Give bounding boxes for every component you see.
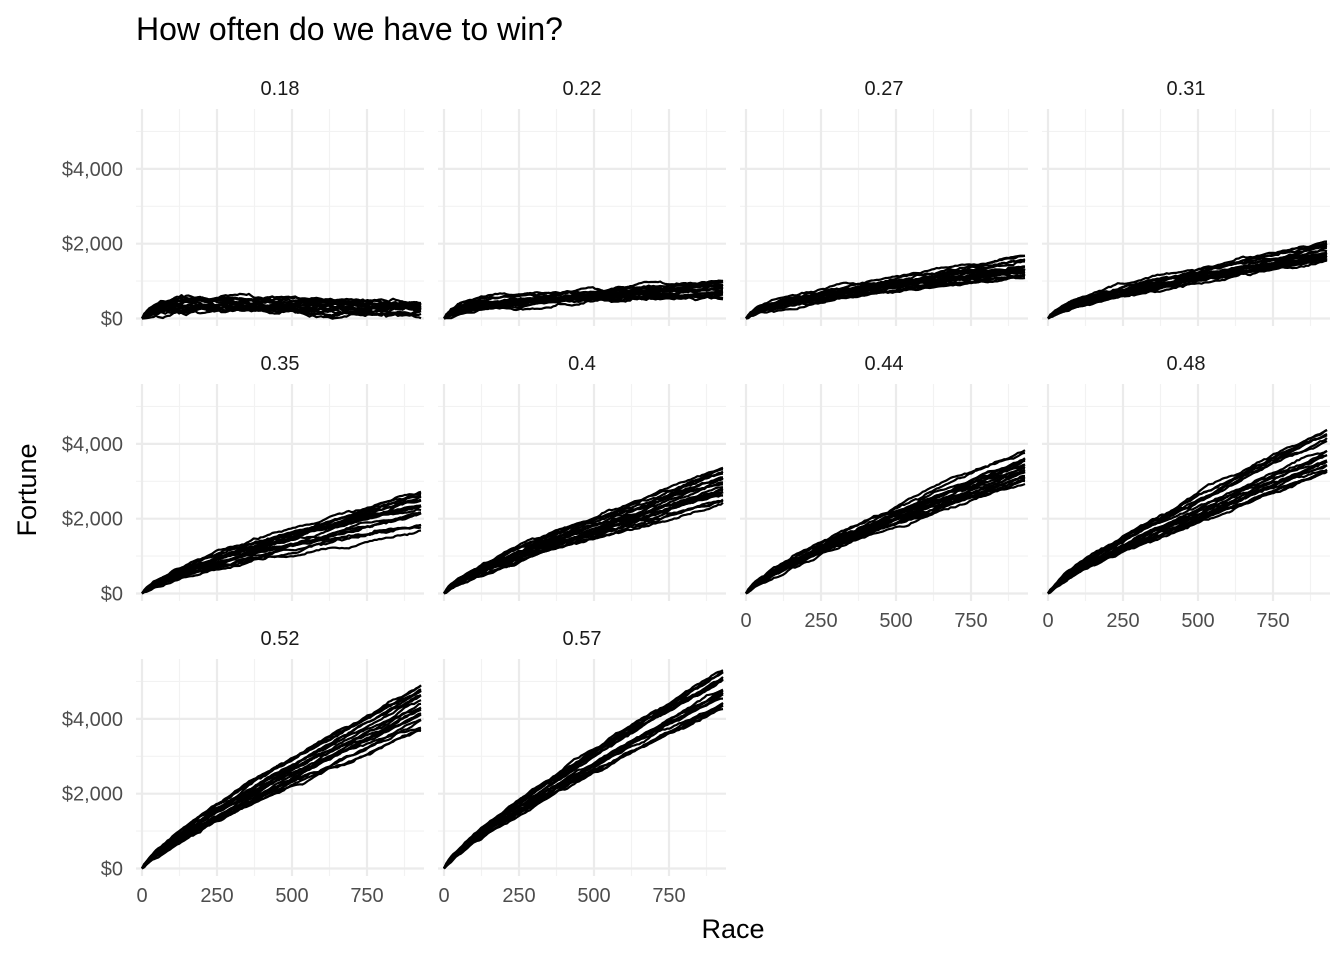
- series-line: [745, 463, 1026, 595]
- x-tick-label: 500: [1181, 610, 1214, 632]
- series-line: [443, 491, 724, 595]
- facet-label: 0.44: [865, 353, 904, 375]
- y-tick-label: $4,000: [62, 159, 123, 181]
- facet-panel: 0.57 0 250 500 750: [438, 628, 726, 907]
- series-line: [141, 504, 422, 595]
- series-line: [443, 691, 724, 870]
- series-line: [745, 468, 1026, 595]
- y-tick-label: $0: [101, 309, 123, 331]
- series-line: [1047, 464, 1328, 595]
- series-line: [141, 726, 422, 870]
- series-line: [141, 529, 422, 595]
- series-line: [443, 501, 724, 595]
- series-line: [1047, 259, 1328, 320]
- series-line: [443, 486, 724, 595]
- series-line: [141, 512, 422, 595]
- series-line: [745, 451, 1026, 595]
- series-line: [443, 707, 724, 870]
- facet-panel: 0.48 0 250 500 750: [1042, 353, 1330, 632]
- series-line: [443, 693, 724, 870]
- y-tick-label: $0: [101, 859, 123, 881]
- series-line: [745, 475, 1026, 595]
- y-tick-label: $2,000: [62, 234, 123, 256]
- series-line: [141, 699, 422, 870]
- series-line: [745, 268, 1026, 320]
- series-line: [745, 482, 1026, 595]
- x-tick-label: 0: [438, 885, 449, 907]
- facet-panel: 0.27: [740, 78, 1028, 326]
- x-tick-label: 0: [136, 885, 147, 907]
- facet-label: 0.52: [261, 628, 300, 650]
- x-tick-label: 750: [350, 885, 383, 907]
- x-tick-label: 0: [1042, 610, 1053, 632]
- series-line: [443, 476, 723, 595]
- series-line: [141, 302, 422, 320]
- facet-label: 0.22: [563, 78, 602, 100]
- x-tick-label: 750: [954, 610, 987, 632]
- series-line: [745, 479, 1026, 595]
- series-line: [141, 728, 422, 870]
- x-tick-label: 500: [577, 885, 610, 907]
- series-line: [141, 729, 422, 870]
- series-line: [141, 689, 422, 870]
- y-tick-label: $2,000: [62, 784, 123, 806]
- x-tick-label: 250: [804, 610, 837, 632]
- facet-panel: 0.52 $0 $2,000 $4,000 0 250 500 750: [62, 628, 424, 907]
- y-tick-label: $4,000: [62, 709, 123, 731]
- y-tick-label: $2,000: [62, 509, 123, 531]
- facet-panel: 0.22: [438, 78, 726, 326]
- series-line: [443, 678, 724, 870]
- series-line: [1047, 460, 1328, 595]
- x-tick-label: 250: [200, 885, 233, 907]
- series-line: [745, 474, 1025, 595]
- x-tick-label: 500: [275, 885, 308, 907]
- series-line: [1047, 256, 1328, 320]
- x-tick-label: 750: [652, 885, 685, 907]
- facet-label: 0.35: [261, 353, 300, 375]
- series-line: [1047, 470, 1328, 595]
- series-line: [443, 704, 724, 870]
- y-tick-label: $4,000: [62, 434, 123, 456]
- x-tick-label: 0: [740, 610, 751, 632]
- x-tick-label: 500: [879, 610, 912, 632]
- x-axis-title: Race: [701, 914, 764, 944]
- x-tick-label: 250: [502, 885, 535, 907]
- facet-label: 0.27: [865, 78, 904, 100]
- facet-panel: 0.18 $0 $2,000 $4,000: [62, 78, 424, 331]
- facet-label: 0.31: [1167, 78, 1206, 100]
- y-tick-label: $0: [101, 584, 123, 606]
- series-line: [1047, 434, 1328, 595]
- series-line: [443, 280, 724, 320]
- series-line: [141, 299, 422, 320]
- facet-panels: 0.18 $0 $2,000 $4,000 0.22 0.27 0.31 0.35 $0 $2,0…: [62, 78, 1330, 907]
- facet-label: 0.18: [261, 78, 300, 100]
- facet-label: 0.57: [563, 628, 602, 650]
- series-line: [443, 476, 724, 595]
- series-line: [1047, 464, 1328, 595]
- facet-panel: 0.4: [438, 353, 726, 601]
- series-line: [141, 712, 422, 870]
- facet-panel: 0.31: [1042, 78, 1330, 326]
- facet-label: 0.4: [568, 353, 596, 375]
- facet-label: 0.48: [1167, 353, 1206, 375]
- series-line: [745, 258, 1026, 320]
- facet-panel: 0.35 $0 $2,000 $4,000: [62, 353, 424, 606]
- x-tick-label: 750: [1256, 610, 1289, 632]
- chart-title: How often do we have to win?: [136, 11, 563, 47]
- x-tick-label: 250: [1106, 610, 1139, 632]
- facet-panel: 0.44 0 250 500 750: [740, 353, 1028, 632]
- series-line: [443, 499, 724, 595]
- series-line: [141, 495, 422, 595]
- y-axis-title: Fortune: [12, 443, 42, 536]
